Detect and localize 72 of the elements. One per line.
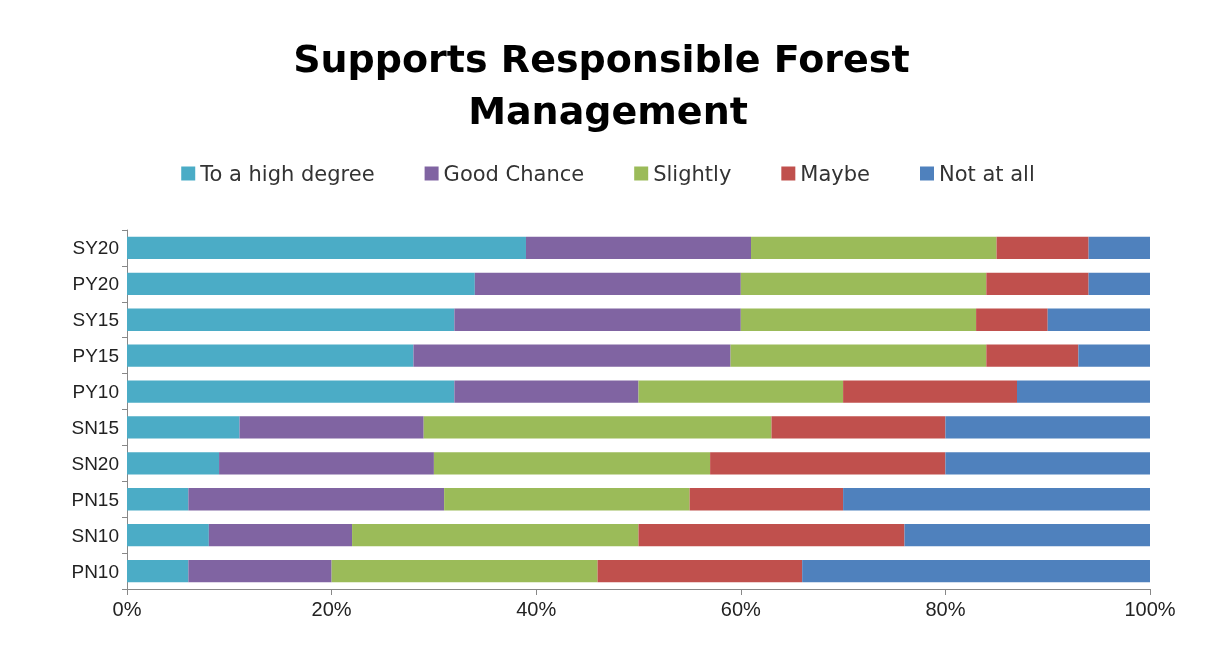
bar — [474, 272, 741, 295]
y-tick-label: SN15 — [71, 416, 119, 438]
bar — [638, 524, 905, 547]
x-tick-label: 0% — [112, 598, 142, 620]
bar — [740, 308, 977, 331]
bar — [208, 524, 353, 547]
x-tick-label: 40% — [516, 598, 557, 620]
y-tick-label: SN10 — [71, 524, 119, 546]
bar — [127, 380, 455, 403]
bar — [454, 380, 639, 403]
y-tick-label: PY15 — [72, 345, 119, 367]
bar — [689, 488, 844, 511]
y-tick-label: PY20 — [72, 273, 119, 295]
bar — [127, 308, 455, 331]
bar — [1047, 308, 1150, 331]
bar — [976, 308, 1048, 331]
y-tick-label: SY20 — [72, 237, 119, 259]
y-tick-label: SN20 — [71, 452, 119, 474]
chart-title: Supports Responsible Forest Management — [293, 37, 923, 133]
bar — [127, 524, 209, 547]
bar — [433, 452, 711, 475]
bar — [710, 452, 946, 475]
y-tick-label: PN15 — [71, 488, 119, 510]
bar — [188, 488, 445, 511]
bar — [1088, 236, 1150, 260]
bar — [751, 236, 997, 260]
bar — [638, 380, 844, 403]
bar — [904, 524, 1150, 547]
bar — [986, 272, 1089, 295]
bar — [413, 344, 731, 367]
bar — [945, 452, 1150, 475]
bar — [597, 559, 803, 583]
bar — [771, 416, 946, 439]
bar — [454, 308, 741, 331]
x-tick-label: 20% — [311, 598, 352, 620]
legend-label: Good Chance — [443, 161, 585, 186]
bar — [239, 416, 424, 439]
bar — [945, 416, 1150, 439]
bar — [127, 416, 240, 439]
bar — [843, 488, 1150, 511]
bar — [740, 272, 987, 295]
bar — [127, 452, 220, 475]
bar — [1017, 380, 1150, 403]
bar — [188, 559, 332, 583]
bar — [127, 344, 414, 367]
bar — [843, 380, 1018, 403]
bar — [996, 236, 1089, 260]
x-tick-label: 60% — [720, 598, 762, 620]
bar — [1078, 344, 1150, 367]
bar — [127, 559, 189, 583]
bar — [127, 236, 526, 260]
bar — [127, 272, 475, 295]
x-tick-label: 100% — [1124, 598, 1176, 620]
bar — [352, 524, 639, 547]
bar — [423, 416, 772, 439]
bar — [730, 344, 987, 367]
y-tick-label: PN10 — [71, 560, 119, 582]
bar — [986, 344, 1079, 367]
bar — [219, 452, 434, 475]
y-tick-label: PY10 — [72, 381, 119, 403]
bar — [802, 559, 1150, 583]
bar — [127, 488, 189, 511]
x-tick-label: 80% — [925, 598, 966, 620]
legend-label: Not at all — [938, 161, 1035, 186]
y-tick-label: SY15 — [72, 309, 119, 331]
legend-label: Maybe — [800, 161, 870, 186]
bar — [1088, 272, 1150, 295]
legend-label: Slightly — [653, 161, 732, 186]
bar — [444, 488, 690, 511]
bar — [525, 236, 752, 260]
legend-label: To a high degree — [199, 161, 375, 186]
bar — [331, 559, 598, 583]
